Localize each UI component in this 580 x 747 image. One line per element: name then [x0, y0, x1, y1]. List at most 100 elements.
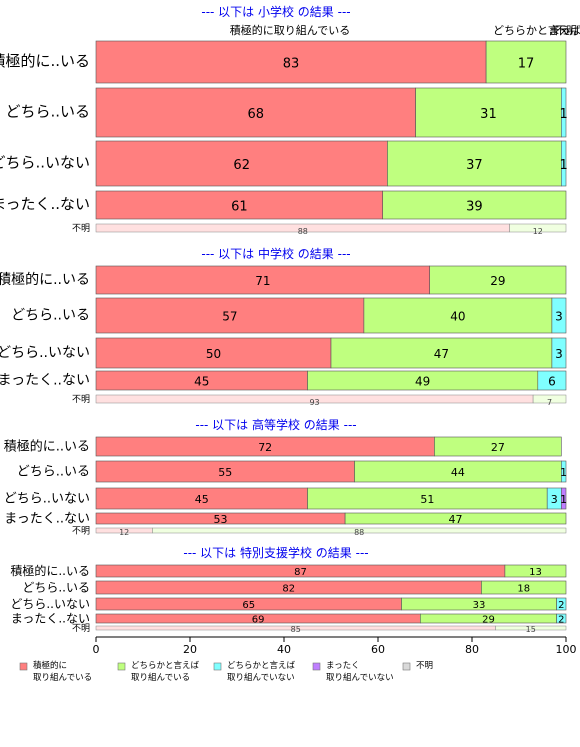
data-label: 47: [434, 347, 449, 361]
data-label: 51: [420, 493, 434, 506]
panel-title: --- 以下は 中学校 の結果 ---: [201, 246, 350, 261]
data-label: 50: [206, 347, 221, 361]
legend-label: 不明: [416, 661, 433, 671]
category-label: どちら..いない: [0, 345, 90, 361]
data-label: 39: [466, 199, 483, 214]
data-label: 13: [529, 567, 542, 578]
unknown-row-value: 15: [526, 625, 536, 634]
data-label: 17: [518, 56, 535, 71]
data-label: 45: [195, 493, 209, 506]
legend-swatch: [402, 662, 411, 671]
data-label: 82: [282, 584, 295, 595]
data-label: 61: [231, 199, 248, 214]
bar-segment: [504, 564, 567, 578]
data-label: 37: [466, 158, 483, 173]
data-label: 29: [482, 615, 495, 626]
bar-segment: [95, 140, 388, 187]
bar-segment: [415, 87, 562, 138]
column-header-label: 不明: [555, 24, 577, 37]
legend-label: 取り組んでいる: [33, 672, 92, 683]
data-label: 87: [294, 567, 307, 578]
x-tick-label: 80: [465, 643, 479, 656]
bar-segment: [330, 337, 553, 369]
bar-segment: [434, 436, 562, 457]
data-label: 1: [560, 158, 568, 173]
panel-title: --- 以下は 高等学校 の結果 ---: [195, 417, 356, 432]
data-label: 68: [248, 107, 265, 122]
category-label: まったく..ない: [4, 512, 90, 527]
data-label: 1: [560, 466, 567, 479]
bar-segment: [551, 337, 567, 369]
bar-segment: [95, 190, 384, 220]
unknown-row-value: 93: [309, 398, 319, 407]
x-tick-label: 20: [183, 643, 197, 656]
category-label: 積極的に..いる: [0, 52, 90, 70]
legend-label: 取り組んでいる: [131, 672, 190, 683]
bar-segment: [560, 87, 567, 138]
bar-segment: [556, 613, 567, 624]
x-tick-label: 40: [277, 643, 291, 656]
unknown-row-value: 7: [547, 398, 552, 407]
data-label: 3: [555, 347, 563, 361]
unknown-row-value: 12: [533, 227, 543, 236]
bar-segment: [344, 512, 567, 525]
legend-swatch: [19, 662, 28, 671]
category-label: まったく..ない: [0, 195, 90, 213]
data-label: 29: [490, 274, 505, 288]
legend-label: 取り組んでいない: [326, 672, 394, 683]
data-label: 3: [551, 493, 558, 506]
category-label: どちら..いない: [10, 597, 90, 611]
data-label: 71: [255, 274, 270, 288]
bar-segment: [560, 460, 567, 483]
legend-label: 取り組んでいない: [227, 672, 295, 683]
legend-swatch: [312, 662, 321, 671]
bar-segment: [95, 87, 416, 138]
legend-swatch: [117, 662, 126, 671]
category-label: 積極的に..いる: [4, 439, 90, 455]
bar-segment: [95, 297, 365, 334]
data-label: 1: [560, 107, 568, 122]
data-label: 65: [242, 600, 255, 611]
category-label: どちら..いる: [22, 581, 90, 595]
bar-segment: [382, 190, 567, 220]
data-label: 53: [214, 513, 228, 526]
data-label: 49: [415, 374, 430, 388]
x-tick-label: 100: [556, 643, 577, 656]
unknown-row-label: 不明: [72, 623, 90, 634]
data-label: 6: [548, 374, 556, 388]
unknown-row-value: 12: [119, 528, 129, 537]
unknown-row-segment: [509, 223, 567, 233]
data-label: 2: [558, 615, 564, 626]
bar-segment: [560, 487, 567, 510]
unknown-row-value: 85: [291, 625, 301, 634]
unknown-row-label: 不明: [72, 394, 90, 405]
bar-segment: [537, 370, 567, 391]
data-label: 18: [517, 584, 530, 595]
data-label: 69: [252, 615, 265, 626]
unknown-row-label: 不明: [72, 526, 90, 537]
bar-segment: [556, 597, 567, 611]
legend-label: まったく: [326, 661, 360, 671]
panel-title: --- 以下は 小学校 の結果 ---: [201, 4, 350, 19]
data-label: 44: [451, 466, 465, 479]
category-label: どちら..いる: [11, 308, 90, 324]
data-label: 55: [218, 466, 232, 479]
data-label: 1: [560, 493, 567, 506]
legend-label: どちらかと言えば: [227, 660, 296, 671]
bar-segment: [485, 40, 567, 84]
unknown-row-segment: [495, 625, 567, 631]
bar-segment: [551, 297, 567, 334]
x-tick-label: 60: [371, 643, 385, 656]
unknown-row-value: 88: [354, 528, 364, 537]
bar-segment: [560, 140, 567, 187]
data-label: 83: [283, 56, 300, 71]
data-label: 33: [473, 600, 486, 611]
column-header-label: どちらかと言えば: [493, 24, 580, 37]
bar-segment: [481, 580, 567, 595]
unknown-row-segment: [532, 394, 567, 404]
data-label: 2: [558, 600, 564, 611]
unknown-row-label: 不明: [72, 223, 90, 234]
bar-segment: [363, 297, 553, 334]
bar-segment: [387, 140, 562, 187]
